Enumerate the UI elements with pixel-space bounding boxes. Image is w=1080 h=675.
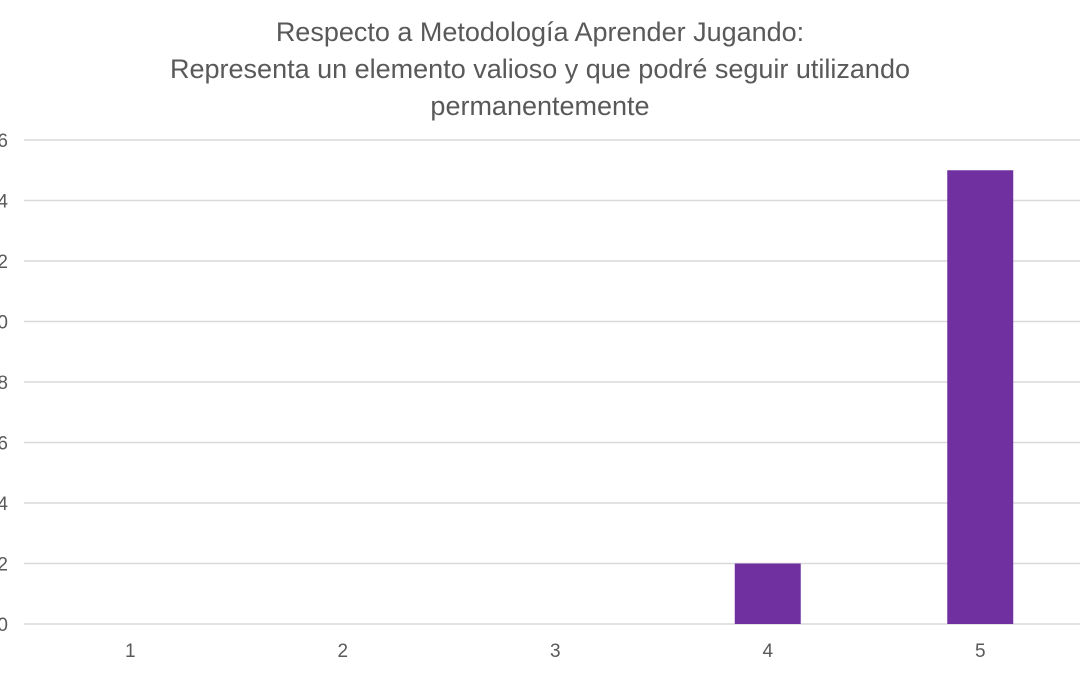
chart-title-line-1: Respecto a Metodología Aprender Jugando: xyxy=(275,17,805,47)
x-tick-label-3: 3 xyxy=(550,641,561,662)
bar-5 xyxy=(947,170,1014,624)
y-axis-tick-labels: 0 2 4 6 8 10 12 14 16 xyxy=(0,131,8,636)
y-tick-label-8: 8 xyxy=(0,373,8,394)
x-axis-tick-labels: 1 2 3 4 5 xyxy=(125,641,986,662)
y-tick-label-14: 14 xyxy=(0,192,8,213)
bars xyxy=(734,170,1014,624)
x-tick-label-1: 1 xyxy=(125,641,136,662)
y-tick-label-2: 2 xyxy=(0,555,8,576)
bar-4 xyxy=(734,563,801,624)
y-tick-label-12: 12 xyxy=(0,252,8,273)
y-tick-label-16: 16 xyxy=(0,131,8,152)
y-tick-label-6: 6 xyxy=(0,434,8,455)
y-tick-label-0: 0 xyxy=(0,615,8,636)
x-tick-label-5: 5 xyxy=(975,641,986,662)
chart-title-line-3: permanentemente xyxy=(430,91,650,121)
y-tick-label-10: 10 xyxy=(0,313,8,334)
chart-title-line-2: Representa un elemento valioso y que pod… xyxy=(170,54,910,84)
x-tick-label-2: 2 xyxy=(337,641,348,662)
gridlines xyxy=(24,139,1080,625)
chart-title: Respecto a Metodología Aprender Jugando:… xyxy=(0,14,1080,125)
x-tick-label-4: 4 xyxy=(762,641,773,662)
y-tick-label-4: 4 xyxy=(0,494,8,515)
